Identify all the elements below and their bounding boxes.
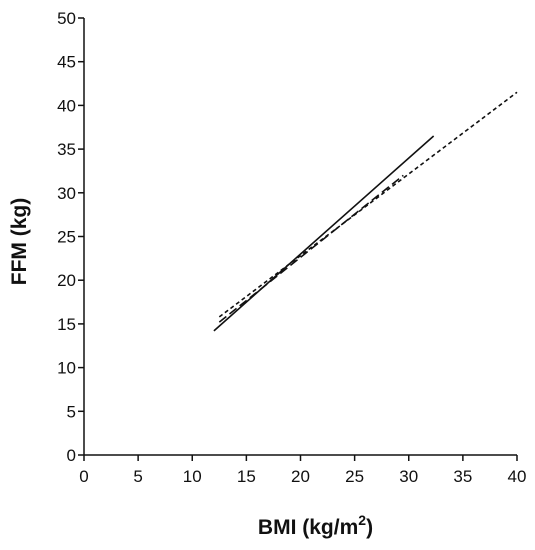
x-tick-label: 30 xyxy=(399,467,418,486)
plot-lines xyxy=(213,91,518,332)
axes xyxy=(83,18,517,456)
x-tick-label: 10 xyxy=(183,467,202,486)
x-tick-label: 5 xyxy=(133,467,142,486)
y-ticks: 0 5 10 15 20 25 30 35 40 45 50 xyxy=(57,9,84,465)
x-tick-label: 0 xyxy=(79,467,88,486)
y-tick-label: 45 xyxy=(57,53,76,72)
y-tick-label: 25 xyxy=(57,228,76,247)
x-axis-title: BMI (kg/m2) xyxy=(258,512,373,539)
x-tick-label: 15 xyxy=(237,467,256,486)
x-axis-title-close: ) xyxy=(366,516,373,539)
x-tick-label: 25 xyxy=(345,467,364,486)
series-line-solid xyxy=(213,135,435,332)
x-axis-title-superscript: 2 xyxy=(358,512,366,528)
x-ticks: 0 5 10 15 20 25 30 35 40 xyxy=(79,455,526,486)
x-tick-label: 40 xyxy=(508,467,527,486)
y-tick-label: 10 xyxy=(57,359,76,378)
series-line-long-dash xyxy=(218,174,404,323)
y-tick-label: 30 xyxy=(57,184,76,203)
x-axis-title-main: BMI (kg/m xyxy=(258,516,358,539)
y-tick-label: 20 xyxy=(57,271,76,290)
y-tick-label: 35 xyxy=(57,140,76,159)
y-tick-label: 50 xyxy=(57,9,76,28)
y-tick-label: 0 xyxy=(67,446,76,465)
series-line-short-dash xyxy=(218,91,518,318)
y-tick-label: 40 xyxy=(57,96,76,115)
y-tick-label: 15 xyxy=(57,315,76,334)
x-tick-label: 35 xyxy=(453,467,472,486)
x-tick-label: 20 xyxy=(291,467,310,486)
y-tick-label: 5 xyxy=(67,402,76,421)
y-axis-title: FFM (kg) xyxy=(8,198,31,285)
